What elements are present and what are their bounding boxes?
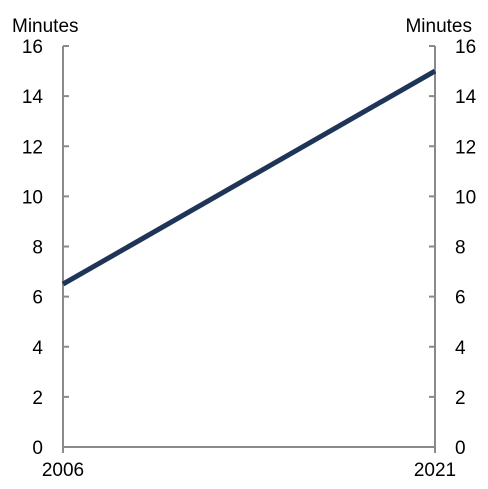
left-y-tick-label: 16 (22, 37, 43, 58)
left-y-tick-label: 10 (22, 187, 43, 208)
left-y-tick-label: 2 (32, 388, 43, 409)
right-y-tick-label: 4 (455, 338, 466, 359)
tick-labels: 0 0 2 2 4 4 6 6 8 8 10 10 12 12 14 14 16 16 2006 2021 (22, 37, 477, 481)
left-axis-unit-label: Minutes (12, 16, 79, 37)
right-y-tick-label: 14 (455, 87, 477, 108)
right-y-tick-label: 6 (455, 288, 466, 309)
left-y-tick-label: 6 (32, 288, 43, 309)
left-y-tick-label: 12 (22, 137, 43, 158)
right-y-tick-label: 12 (455, 137, 476, 158)
right-y-tick-label: 2 (455, 388, 466, 409)
right-y-tick-label: 16 (455, 37, 476, 58)
right-y-tick-label: 8 (455, 238, 466, 259)
x-tick-label: 2006 (42, 460, 84, 481)
series-line (63, 71, 435, 284)
left-y-tick-label: 0 (32, 438, 43, 459)
right-y-tick-label: 10 (455, 187, 476, 208)
x-tick-label: 2021 (414, 460, 456, 481)
right-y-tick-label: 0 (455, 438, 466, 459)
left-y-tick-label: 8 (32, 238, 43, 259)
left-y-tick-label: 14 (22, 87, 44, 108)
series-group (63, 71, 435, 284)
left-y-tick-label: 4 (32, 338, 43, 359)
right-axis-unit-label: Minutes (405, 16, 472, 37)
axes (63, 46, 435, 447)
